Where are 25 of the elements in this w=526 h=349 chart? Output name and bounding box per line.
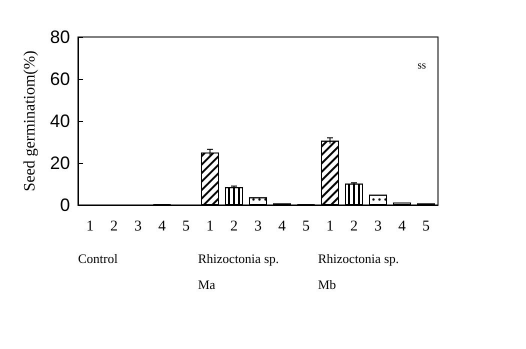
x-tick-label: 3 bbox=[254, 218, 262, 234]
x-tick-label: 2 bbox=[230, 218, 238, 234]
x-tick-label: 1 bbox=[326, 218, 334, 234]
y-tick-label: 0 bbox=[60, 195, 70, 215]
x-tick-label: 1 bbox=[206, 218, 214, 234]
y-axis-title: Seed germinatiom(%) bbox=[22, 50, 38, 192]
x-tick-label: 5 bbox=[182, 218, 190, 234]
x-tick-label: 5 bbox=[302, 218, 310, 234]
y-tick-label: 60 bbox=[50, 69, 70, 89]
x-tick-label: 2 bbox=[350, 218, 358, 234]
annotation: ss bbox=[417, 60, 426, 72]
text: Control bbox=[78, 251, 118, 266]
x-tick-label: 3 bbox=[134, 218, 142, 234]
x-tick-label: 3 bbox=[374, 218, 382, 234]
x-tick-label: 2 bbox=[110, 218, 118, 234]
x-tick-label: 4 bbox=[158, 218, 166, 234]
y-tick-label: 20 bbox=[50, 153, 70, 173]
y-tick-label: 40 bbox=[50, 111, 70, 131]
text: Rhizoctonia sp. Mb bbox=[318, 251, 399, 292]
text: Rhizoctonia sp. Ma bbox=[198, 251, 279, 292]
x-tick-label: 4 bbox=[398, 218, 406, 234]
x-tick-label: 1 bbox=[86, 218, 94, 234]
y-tick-label: 80 bbox=[50, 27, 70, 47]
x-tick-label: 5 bbox=[422, 218, 430, 234]
x-tick-label: 4 bbox=[278, 218, 286, 234]
